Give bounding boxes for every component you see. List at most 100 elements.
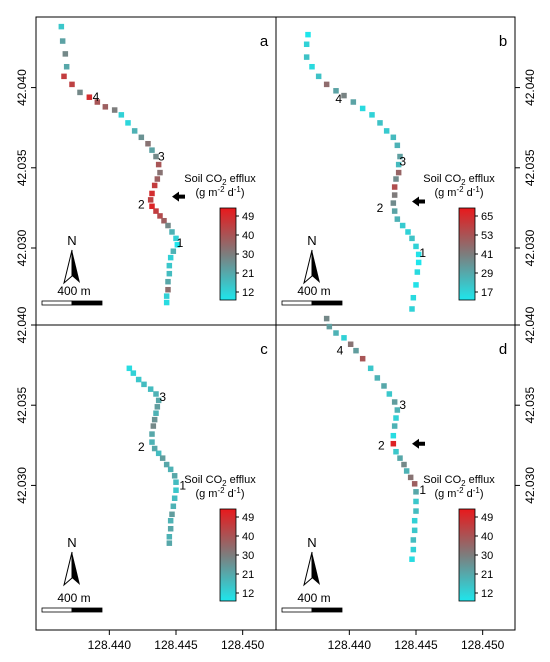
legend-title-line2: (g m-2 d-1) [434,486,483,500]
data-point [394,407,401,413]
data-point [145,140,151,147]
y-tick-label: 42.040 [523,306,537,343]
data-point [167,517,174,524]
north-arrow-icon [303,551,313,587]
data-point [410,294,417,301]
y-tick-label: 42.030 [523,467,537,504]
data-point [154,404,161,410]
data-point [125,120,131,126]
x-tick-label: 128.445 [154,638,198,652]
data-point [138,134,145,141]
data-point [303,41,310,48]
data-point [333,88,339,94]
data-point [374,375,381,381]
legend-title-line2: (g m-2 d-1) [434,185,483,199]
x-tick-label: 128.445 [394,638,438,652]
colorbar-tick-label: 40 [242,230,254,242]
data-point [130,370,137,376]
north-arrow-icon [72,552,80,585]
data-point [350,99,357,105]
data-point [58,23,65,30]
data-point [415,251,422,258]
data-point [410,546,417,553]
data-point [167,466,174,473]
x-tick-label: 128.450 [221,638,265,652]
data-point [165,278,171,285]
data-point [126,365,133,372]
data-point [407,474,414,481]
data-point [141,381,147,388]
data-point [409,556,415,562]
data-point [309,63,315,70]
data-point [341,335,347,341]
colorbar-tick-label: 21 [242,268,254,280]
data-point [86,94,93,100]
scale-bar-segment [41,300,73,306]
data-point [167,254,174,261]
data-point [169,229,175,235]
data-point [391,192,398,198]
legend-title-line2: (g m-2 d-1) [195,185,244,199]
data-point [150,423,157,429]
north-label: N [307,233,316,248]
data-point [390,440,397,447]
colorbar-tick-label: 53 [481,230,493,242]
legend-title-line1: Soil CO2 efflux [184,474,256,488]
north-label: N [67,233,76,248]
data-point [165,286,171,293]
data-point [305,31,311,38]
data-point [323,315,330,322]
data-point [386,391,393,397]
data-point [391,423,398,429]
data-point [413,508,419,514]
data-point [341,92,347,99]
north-label: N [67,535,76,550]
data-point [171,473,178,479]
data-point [315,73,322,80]
data-point [165,222,171,229]
y-tick-label: 42.030 [15,229,29,266]
data-point [166,534,173,540]
y-tick-label: 42.040 [15,69,29,106]
data-point [347,341,354,347]
data-point [111,107,118,113]
data-point [367,365,374,372]
site-label: 4 [93,90,100,104]
colorbar-tick-label: 40 [481,531,493,543]
legend-title-line1: Soil CO2 efflux [423,474,495,488]
data-point [169,511,175,518]
data-point [391,208,398,214]
north-arrow-icon [312,250,320,283]
data-point [155,450,162,457]
site-label: 4 [335,92,342,106]
scale-bar-segment [311,300,343,306]
data-point [390,134,397,141]
data-point [149,147,155,153]
data-point [414,269,421,275]
legend-title-line2: (g m-2 d-1) [195,486,244,500]
x-tick-label: 128.440 [88,638,132,652]
data-point [149,190,155,197]
site-label: 1 [177,236,184,250]
data-point [94,99,101,105]
scale-bar-segment [71,300,103,306]
data-point [159,455,166,461]
data-point [171,495,178,501]
colorbar-tick-label: 17 [481,287,493,299]
site-label: 3 [399,154,406,168]
scale-bar-label: 400 m [297,591,330,605]
data-point [151,182,158,189]
scale-bar-label: 400 m [57,591,90,605]
colorbar-tick-label: 30 [242,249,254,261]
data-point [153,391,159,397]
data-point [395,169,402,176]
data-point [149,431,155,437]
site-label: 1 [419,483,426,497]
data-point [163,461,170,468]
data-point [409,235,415,242]
data-point [413,243,419,250]
colorbar [458,508,476,602]
